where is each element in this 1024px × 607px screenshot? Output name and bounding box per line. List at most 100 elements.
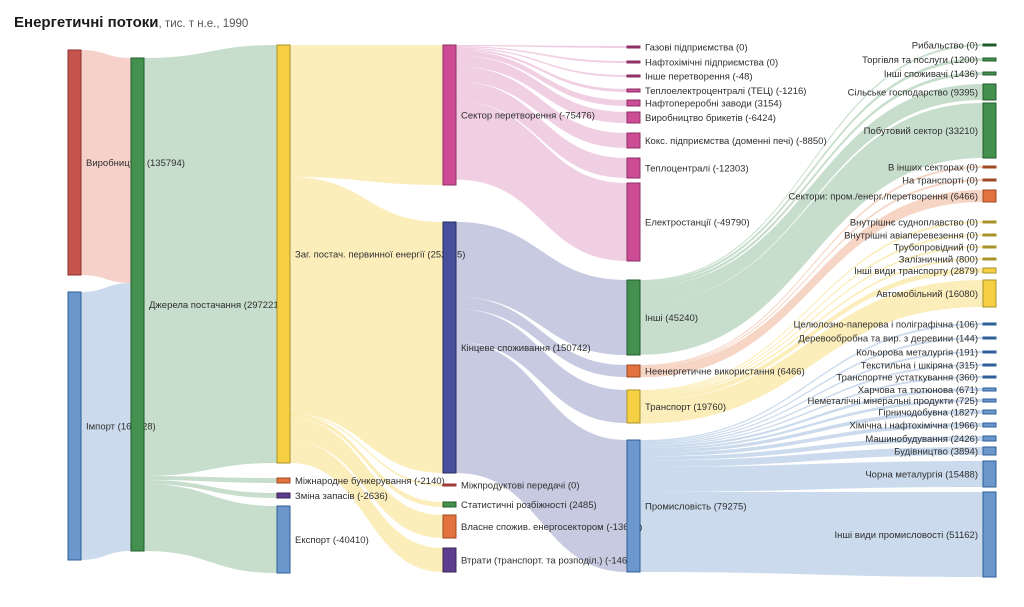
node-label-nemetalichni: Неметалічні мінеральні продукти (725) [807,396,978,407]
flow-transport-to-sudnoplavstvo [640,221,983,392]
node-avia[interactable] [982,233,997,237]
node-label-avtomobilnyi: Автомобільний (16080) [876,289,978,300]
flow-inshi-to-silske [640,84,983,303]
node-transportne_ustatk[interactable] [982,375,997,379]
flow-transport-to-inshi_transport [640,268,983,401]
node-label-kintseve: Кінцеве споживання (150742) [461,343,591,354]
node-eksport[interactable] [276,505,291,574]
flow-transport-to-zaliznychnyi [640,258,983,396]
node-zapasy[interactable] [276,492,291,499]
flow-peretvorennia-to-inshe_peretv [456,47,627,77]
node-pobutovyi[interactable] [982,102,997,159]
node-vtraty[interactable] [442,547,457,573]
node-label-koks: Кокс. підприємства (доменні печі) (-8850… [645,136,827,147]
node-label-transportne_ustatk: Транспортне устаткування (360) [836,372,978,383]
node-budivnytstvo[interactable] [982,446,997,456]
node-tseliulozno[interactable] [982,322,997,326]
node-tpes[interactable] [276,44,291,464]
node-mashynobuduvannia[interactable] [982,435,997,442]
node-zaliznychnyi[interactable] [982,257,997,261]
node-dzherela[interactable] [130,57,145,552]
node-label-vlasne: Власне спожив. енергосектором (-13677) [461,522,642,533]
node-label-na_transporti: На транспорті (0) [902,175,978,186]
node-label-eksport: Експорт (-40410) [295,535,369,546]
node-teplotsentrali[interactable] [626,157,641,179]
node-label-hazovi: Газові підприємства (0) [645,42,748,53]
node-inshi_transport[interactable] [982,267,997,274]
node-v_inshykh[interactable] [982,165,997,169]
flow-peretvorennia-to-koks [456,66,627,148]
node-label-dzherela: Джерела постачання (297221) [149,300,282,311]
node-derevoobrobna[interactable] [982,336,997,340]
node-bunker[interactable] [276,477,291,484]
node-inshe_peretv[interactable] [626,74,641,78]
node-peretvorennia[interactable] [442,44,457,186]
node-neenerh[interactable] [626,364,641,378]
node-kintseve[interactable] [442,221,457,474]
node-npz[interactable] [626,99,641,107]
flow-peretvorennia-to-naftokhim [456,46,627,63]
flow-inshi-to-torhivlia [640,58,983,284]
flow-tpes-to-mizhprod [290,414,443,486]
node-label-inshi_transport: Інші види транспорту (2879) [854,266,978,277]
node-label-tets: Теплоелектроцентралі (ТЕЦ) (-1216) [645,86,806,97]
flow-kintseve-to-transport [456,309,627,423]
node-label-inshi: Інші (45240) [645,313,698,324]
node-mizhprod[interactable] [442,483,457,487]
node-label-inshi_spozhyvachi: Інші споживачі (1436) [884,69,978,80]
flow-promyslovist-to-chorna [640,461,983,492]
node-label-khimichna: Хімічна і нафтохімічна (1966) [849,420,978,431]
node-label-tpes: Заг. постач. первинної енергії (252035) [295,249,465,260]
node-label-inshi_prom: Інші види промисловості (51162) [835,530,978,541]
node-sudnoplavstvo[interactable] [982,220,997,224]
node-import[interactable] [67,291,82,561]
node-label-statystychni: Статистичні розбіжності (2485) [461,500,597,511]
node-khimichna[interactable] [982,422,997,428]
flow-transport-to-avia [640,234,983,393]
node-avtomobilnyi[interactable] [982,279,997,308]
node-kharchova[interactable] [982,387,997,392]
node-silske[interactable] [982,83,997,101]
flow-tpes-to-peretvorennia [290,45,443,185]
node-statystychni[interactable] [442,501,457,508]
chart-title-main: Енергетичні потоки [14,14,159,31]
node-label-mizhprod: Міжпродуктові передачі (0) [461,480,579,491]
node-label-zaliznychnyi: Залізничний (800) [899,254,978,265]
node-na_transporti[interactable] [982,178,997,182]
node-transport[interactable] [626,389,641,424]
flow-tpes-to-vlasne [290,419,443,538]
flow-promyslovist-to-nemetalichni [640,399,983,450]
node-torhivlia[interactable] [982,57,997,62]
node-promyslovist[interactable] [626,439,641,573]
node-inshi[interactable] [626,279,641,356]
node-inshi_prom[interactable] [982,491,997,578]
node-hirnychodobuvna[interactable] [982,409,997,415]
flow-import-to-dzherela [81,283,131,560]
node-koks[interactable] [626,132,641,149]
node-chorna[interactable] [982,460,997,488]
node-vyrobnytstvo[interactable] [67,49,82,276]
node-naftokhim[interactable] [626,60,641,64]
node-vlasne[interactable] [442,514,457,539]
node-label-hirnychodobuvna: Гірничодобувна (1827) [878,407,978,418]
node-nemetalichni[interactable] [982,398,997,403]
node-label-sudnoplavstvo: Внутрішнє судноплавство (0) [850,217,978,228]
node-brykety[interactable] [626,111,641,124]
flow-promyslovist-to-budivnytstvo [640,447,983,467]
flow-tpes-to-kintseve [290,177,443,473]
node-label-promyslovist: Промисловість (79275) [645,501,747,512]
flow-peretvorennia-to-npz [456,50,627,106]
node-inshi_spozhyvachi[interactable] [982,71,997,76]
node-label-silske: Сільське господарство (9395) [848,87,978,98]
node-truboprovid[interactable] [982,245,997,249]
node-tets[interactable] [626,88,641,93]
flow-promyslovist-to-inshi_prom [640,492,983,577]
node-elektro[interactable] [626,182,641,262]
node-hazovi[interactable] [626,45,641,49]
node-sektory_prom[interactable] [982,189,997,203]
node-tekstylna[interactable] [982,363,997,367]
node-kolorova[interactable] [982,350,997,354]
node-rybalstvo[interactable] [982,43,997,47]
flow-kintseve-to-promyslovist [456,342,627,572]
